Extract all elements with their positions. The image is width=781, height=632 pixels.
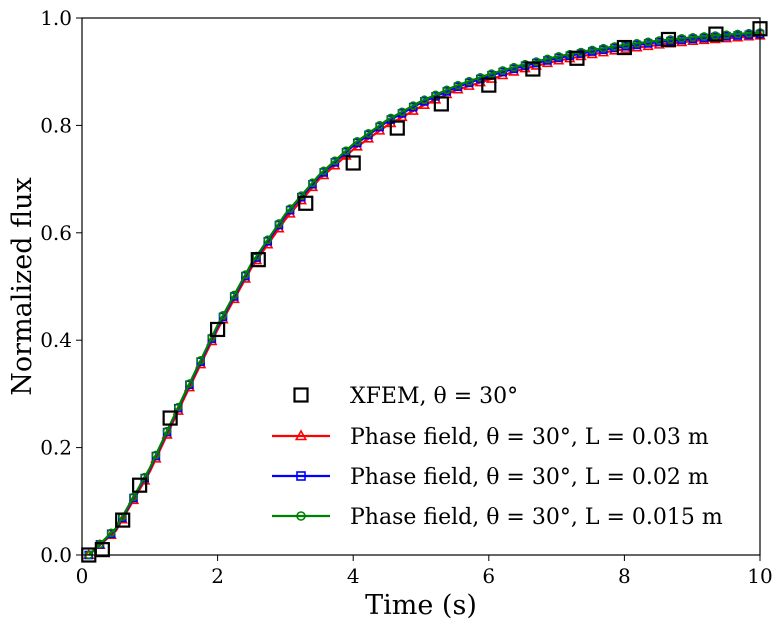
data-point: [433, 96, 449, 112]
data-point: [210, 321, 226, 338]
legend-label: Phase field, θ = 30°, L = 0.015 m: [350, 505, 723, 530]
data-point: [297, 191, 306, 200]
data-point: [274, 219, 284, 228]
data-point: [162, 410, 178, 426]
data-point: [463, 79, 475, 90]
data-point: [733, 29, 742, 39]
legend-marker: [296, 471, 306, 481]
data-point: [389, 120, 405, 136]
data-point: [476, 73, 485, 82]
data-point: [196, 356, 205, 365]
data-point: [173, 402, 183, 412]
x-tick-label: 0: [76, 564, 89, 588]
data-point: [364, 129, 373, 138]
data-point: [319, 166, 329, 176]
data-point: [508, 65, 520, 76]
data-point: [569, 50, 585, 66]
data-point: [481, 77, 497, 93]
data-point: [699, 32, 709, 41]
ticks-layer: 0 2 4 6 8 10 0.0 0.2 0.4 0.6 0.8 1.0: [40, 6, 773, 588]
data-point: [587, 45, 597, 55]
x-tick-label: 2: [211, 564, 224, 588]
data-point: [408, 101, 418, 110]
legend-item: Phase field, θ = 30°, L = 0.015 m: [272, 505, 723, 530]
legend: XFEM, θ = 30° Phase field, θ = 30°, L = 0…: [272, 384, 723, 530]
data-point: [330, 156, 340, 166]
data-point: [554, 51, 563, 61]
legend-item: Phase field, θ = 30°, L = 0.02 m: [272, 465, 709, 490]
data-point: [341, 146, 351, 155]
legend-label: XFEM, θ = 30°: [350, 384, 518, 409]
data-point: [453, 80, 463, 90]
series-layer: [81, 21, 768, 563]
data-point: [464, 76, 474, 86]
data-point: [106, 528, 116, 538]
data-point: [162, 426, 172, 436]
data-point: [298, 195, 314, 211]
data-point: [375, 121, 384, 130]
data-point: [599, 43, 608, 53]
legend-marker: [294, 429, 308, 441]
y-tick-label: 0.8: [40, 113, 72, 137]
data-point: [509, 62, 519, 72]
data-point: [132, 477, 148, 493]
data-point: [498, 66, 507, 75]
data-point: [616, 39, 633, 56]
x-axis-title: Time (s): [365, 590, 477, 621]
data-point: [308, 178, 317, 187]
data-point: [250, 252, 266, 268]
y-tick-label: 0.6: [40, 221, 72, 245]
data-point: [263, 235, 273, 244]
data-point: [543, 54, 552, 64]
data-point: [285, 204, 295, 213]
y-tick-label: 0.2: [40, 436, 72, 460]
y-tick-label: 1.0: [40, 6, 72, 30]
data-point: [487, 69, 496, 78]
data-point: [420, 95, 429, 105]
x-tick-label: 4: [347, 564, 360, 588]
data-point: [525, 61, 541, 77]
legend-marker: [296, 511, 306, 521]
y-tick-label: 0.0: [40, 543, 72, 567]
data-point: [497, 69, 509, 80]
data-point: [710, 31, 720, 40]
data-point: [241, 270, 250, 279]
data-point: [129, 492, 138, 502]
data-point: [442, 85, 452, 95]
data-point: [632, 38, 642, 48]
data-point: [229, 290, 239, 300]
data-point: [688, 32, 698, 42]
data-point: [520, 59, 530, 69]
legend-marker: [293, 387, 309, 403]
data-point: [151, 450, 161, 460]
y-axis-title: Normalized flux: [7, 177, 38, 395]
data-point: [140, 472, 150, 482]
data-point: [94, 542, 110, 558]
x-tick-label: 10: [747, 564, 772, 588]
data-point: [397, 107, 407, 117]
x-tick-label: 6: [482, 564, 495, 588]
legend-item: XFEM, θ = 30°: [293, 384, 518, 409]
data-point: [708, 26, 724, 42]
legend-item: Phase field, θ = 30°, L = 0.03 m: [272, 425, 709, 450]
data-point: [660, 31, 677, 48]
data-point: [677, 34, 686, 43]
data-point: [744, 28, 754, 38]
x-tick-label: 8: [618, 564, 631, 588]
data-point: [218, 310, 228, 320]
y-tick-label: 0.4: [40, 328, 72, 352]
legend-label: Phase field, θ = 30°, L = 0.02 m: [350, 465, 709, 490]
legend-label: Phase field, θ = 30°, L = 0.03 m: [350, 425, 709, 450]
data-point: [345, 155, 361, 171]
data-point: [185, 379, 194, 388]
series-3: [84, 28, 765, 560]
data-point: [352, 136, 362, 146]
data-point: [115, 512, 131, 528]
data-point: [643, 37, 653, 47]
plot-frame: [81, 17, 761, 556]
